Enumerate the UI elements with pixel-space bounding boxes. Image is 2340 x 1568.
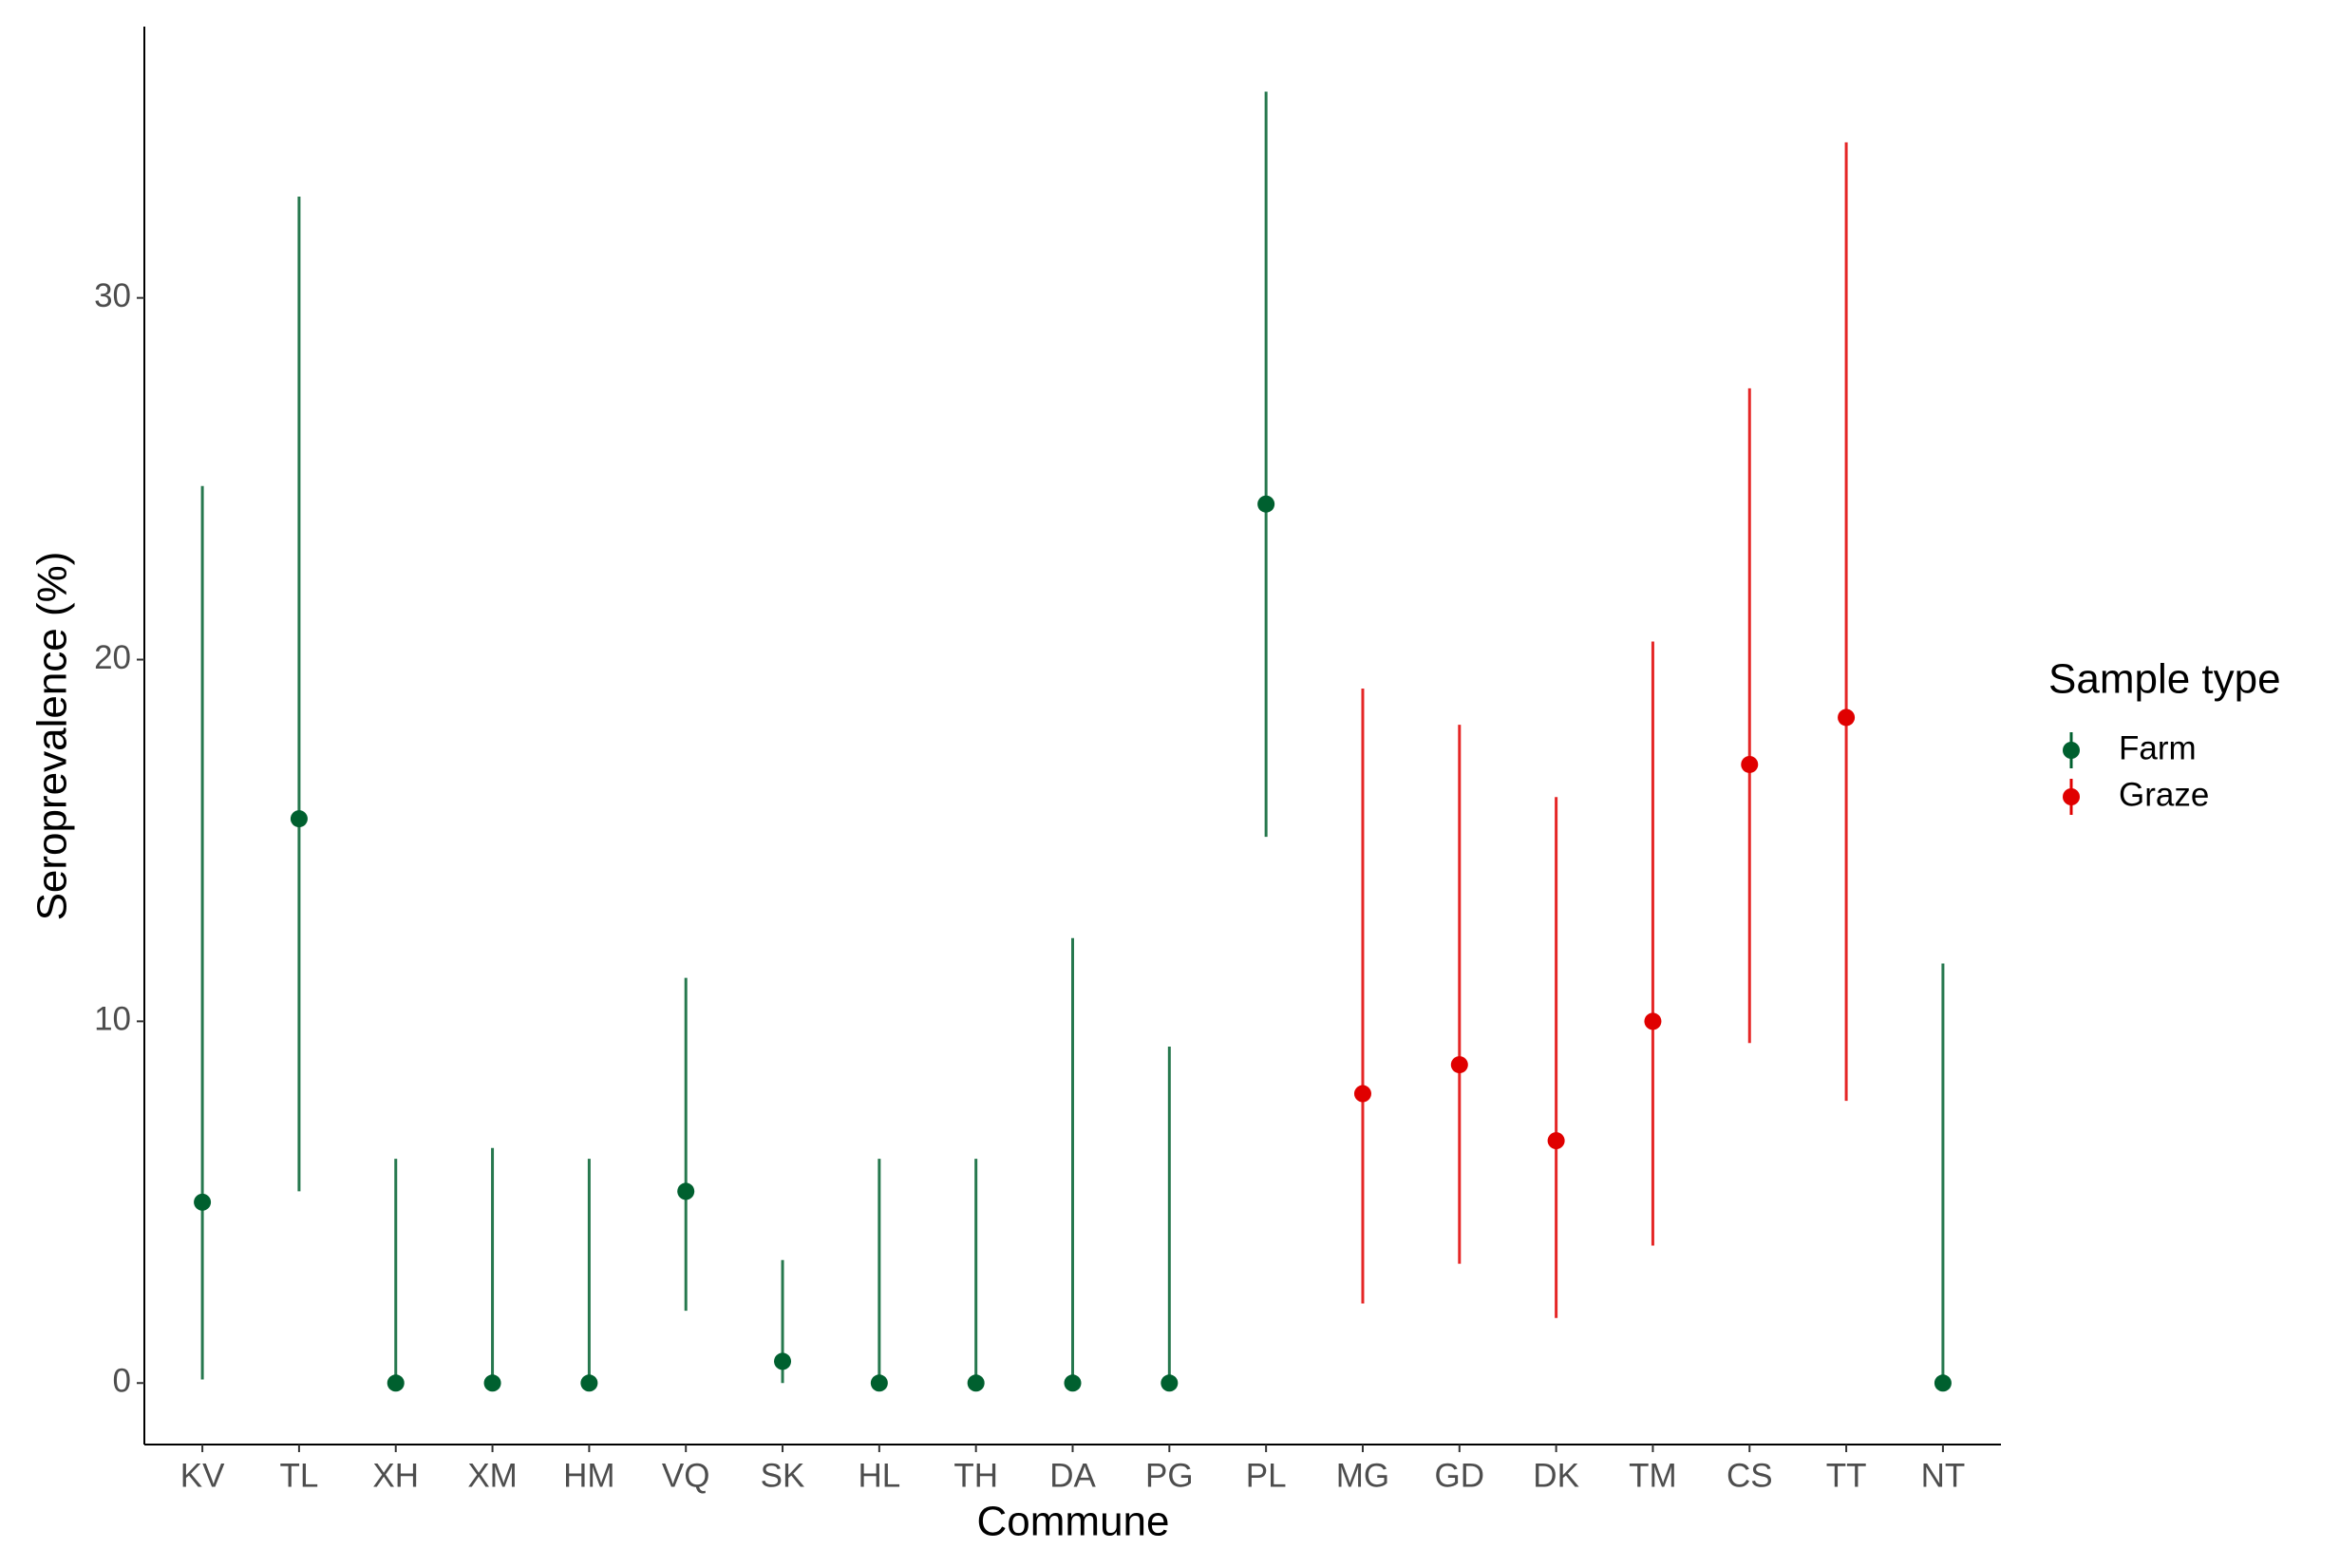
point <box>1644 1012 1662 1030</box>
point <box>774 1352 792 1370</box>
x-tick-label: PG <box>1145 1457 1194 1494</box>
x-tick-label: TL <box>279 1457 318 1494</box>
x-tick-label: NT <box>1921 1457 1966 1494</box>
x-tick-label: XM <box>467 1457 518 1494</box>
x-tick-label: SK <box>761 1457 805 1494</box>
legend-title: Sample type <box>2048 656 2281 703</box>
point <box>1064 1374 1082 1392</box>
point <box>1934 1374 1952 1392</box>
legend-key-point <box>2063 788 2080 805</box>
point <box>290 810 308 828</box>
x-tick-label: KV <box>180 1457 225 1494</box>
point <box>1547 1132 1565 1150</box>
point <box>1450 1056 1468 1074</box>
y-tick-label: 10 <box>94 1001 131 1038</box>
point <box>194 1193 212 1211</box>
x-tick-label: XH <box>372 1457 419 1494</box>
x-tick-label: VQ <box>662 1457 710 1494</box>
y-tick-label: 20 <box>94 639 131 676</box>
point <box>1353 1085 1371 1103</box>
x-tick-label: HM <box>563 1457 614 1494</box>
y-tick-label: 0 <box>113 1363 131 1400</box>
x-tick-label: TH <box>953 1457 998 1494</box>
x-tick-label: CS <box>1727 1457 1773 1494</box>
point <box>1257 495 1275 513</box>
x-tick-label: TM <box>1629 1457 1677 1494</box>
point <box>483 1374 501 1392</box>
point <box>870 1374 888 1392</box>
legend-label: Graze <box>2119 776 2209 813</box>
point <box>677 1182 695 1200</box>
point <box>1741 755 1759 773</box>
legend-label: Farm <box>2119 729 2197 766</box>
x-tick-label: DA <box>1049 1457 1096 1494</box>
y-axis-title: Seroprevalence (%) <box>29 552 76 921</box>
point <box>580 1374 598 1392</box>
x-tick-label: HL <box>858 1457 900 1494</box>
legend-key-point <box>2063 742 2080 759</box>
point <box>967 1374 985 1392</box>
x-tick-label: MG <box>1336 1457 1389 1494</box>
point <box>387 1374 405 1392</box>
point <box>1838 708 1856 727</box>
x-tick-label: PL <box>1246 1457 1287 1494</box>
x-tick-label: DK <box>1533 1457 1579 1494</box>
y-tick-label: 30 <box>94 277 131 314</box>
x-tick-label: TT <box>1826 1457 1867 1494</box>
x-tick-label: GD <box>1435 1457 1485 1494</box>
x-axis-title: Commune <box>977 1499 1170 1545</box>
point <box>1161 1374 1179 1392</box>
